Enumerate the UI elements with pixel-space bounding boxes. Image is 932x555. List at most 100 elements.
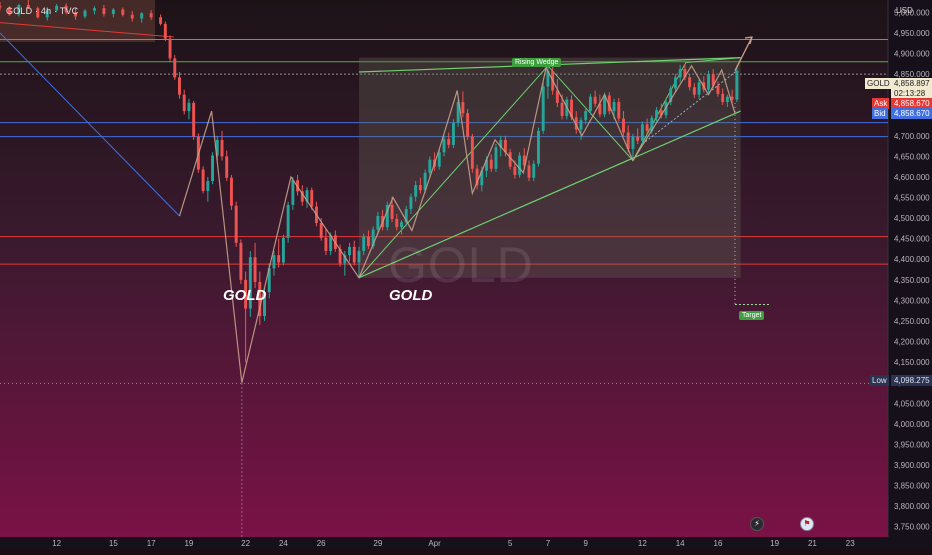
candle-body-122 bbox=[655, 110, 659, 118]
time-axis-layer: 12 15 17 19 22 24 26 29 Apr 5 7 9 12 14 16 19 21 23 bbox=[52, 539, 855, 548]
candle-body-62 bbox=[371, 229, 375, 247]
candle-body-22 bbox=[182, 94, 186, 112]
swing-path-line bbox=[178, 64, 736, 383]
candle-body-74 bbox=[428, 159, 432, 173]
candle-body-83 bbox=[470, 136, 474, 169]
rising-wedge-label[interactable]: Rising Wedge bbox=[512, 58, 562, 67]
price-tick-label: 4,300.000 bbox=[894, 296, 930, 305]
price-tick-label: 4,350.000 bbox=[894, 276, 930, 285]
candle-body-0 bbox=[0, 6, 2, 8]
time-tick-label: 24 bbox=[279, 539, 288, 548]
time-tick-label: 22 bbox=[241, 539, 250, 548]
candle-body-80 bbox=[456, 102, 460, 123]
currency-label: USD bbox=[896, 6, 913, 15]
candle-body-68 bbox=[400, 222, 403, 228]
rising-wedge-layer bbox=[358, 57, 741, 279]
flag-us-icon[interactable]: ⚑ bbox=[800, 517, 814, 531]
candle-body-95 bbox=[527, 165, 531, 178]
candle-body-65 bbox=[385, 204, 389, 228]
candle-body-91 bbox=[508, 152, 512, 167]
candle-body-86 bbox=[485, 159, 488, 171]
candle-body-57 bbox=[348, 246, 351, 256]
time-tick-label: 16 bbox=[714, 539, 723, 548]
candle-body-131 bbox=[697, 82, 701, 95]
candle-body-137 bbox=[725, 96, 729, 103]
candle-body-128 bbox=[683, 69, 687, 78]
price-tick-label: 4,850.000 bbox=[894, 70, 930, 79]
candle-body-56 bbox=[343, 255, 347, 264]
candle-body-130 bbox=[692, 87, 696, 95]
projection-arrow-head bbox=[744, 36, 753, 45]
candle-body-116 bbox=[626, 132, 630, 149]
wedge-shaded-box bbox=[358, 57, 741, 278]
candle-body-7 bbox=[64, 5, 68, 13]
candle-body-47 bbox=[300, 191, 304, 202]
time-tick-label: 15 bbox=[109, 539, 118, 548]
price-tick-label: 4,650.000 bbox=[894, 152, 930, 161]
price-tick-label: 3,900.000 bbox=[894, 461, 930, 470]
candle-body-34 bbox=[239, 242, 243, 280]
candle-body-38 bbox=[258, 281, 262, 317]
candle-body-43 bbox=[281, 237, 285, 263]
bid-label: Bid bbox=[872, 108, 888, 119]
price-tick-label: 4,600.000 bbox=[894, 173, 930, 182]
candle-body-101 bbox=[555, 90, 559, 103]
candle-body-21 bbox=[178, 77, 181, 95]
candle-body-121 bbox=[650, 117, 654, 131]
lightning-icon[interactable]: ⚡ bbox=[750, 517, 764, 531]
candle-body-109 bbox=[593, 96, 597, 104]
candle-body-14 bbox=[130, 14, 134, 19]
candle-body-12 bbox=[111, 9, 115, 14]
symbol-price-tag: GOLD bbox=[865, 78, 892, 89]
price-tick-label: 3,950.000 bbox=[894, 440, 930, 449]
price-tick-label: 4,150.000 bbox=[894, 358, 930, 367]
gold-annotation-left: GOLD bbox=[223, 287, 267, 304]
candle-body-78 bbox=[447, 139, 451, 145]
time-tick-label: 5 bbox=[508, 539, 513, 548]
candle-body-79 bbox=[451, 122, 455, 145]
candle-body-88 bbox=[494, 147, 498, 169]
target-label[interactable]: Target bbox=[739, 311, 765, 320]
price-tick-label: 4,700.000 bbox=[894, 132, 930, 141]
candle-body-125 bbox=[669, 88, 673, 103]
candle-body-42 bbox=[277, 255, 281, 263]
candle-body-13 bbox=[121, 9, 125, 15]
symbol-watermark: GOLD bbox=[388, 237, 534, 293]
candle-body-113 bbox=[612, 102, 616, 112]
candle-body-112 bbox=[607, 95, 611, 112]
candle-body-111 bbox=[603, 95, 607, 115]
candle-body-18 bbox=[163, 23, 167, 39]
candle-body-77 bbox=[442, 139, 446, 153]
candle-body-73 bbox=[423, 172, 427, 191]
time-tick-label: 14 bbox=[676, 539, 685, 548]
candle-body-70 bbox=[409, 196, 413, 210]
candle-body-28 bbox=[211, 155, 215, 182]
time-axis-panel bbox=[0, 537, 888, 550]
candle-body-134 bbox=[711, 74, 715, 86]
candle-body-39 bbox=[263, 292, 266, 317]
ask-price-tag: 4,858.670 bbox=[891, 98, 932, 109]
candle-body-8 bbox=[74, 12, 78, 17]
candle-body-33 bbox=[234, 205, 238, 243]
candle-body-69 bbox=[404, 209, 408, 223]
time-tick-label: 17 bbox=[147, 539, 156, 548]
candle-body-45 bbox=[291, 180, 295, 205]
price-tick-label: 4,950.000 bbox=[894, 29, 930, 38]
projection-path-layer bbox=[178, 36, 769, 537]
candle-body-59 bbox=[357, 251, 361, 263]
candle-body-87 bbox=[489, 159, 493, 169]
candle-body-58 bbox=[352, 246, 356, 263]
candle-body-98 bbox=[541, 86, 545, 131]
candle-body-51 bbox=[319, 223, 323, 238]
candle-body-84 bbox=[475, 168, 479, 186]
candle-body-133 bbox=[707, 74, 710, 90]
candle-body-32 bbox=[229, 177, 233, 206]
candle-body-99 bbox=[546, 70, 550, 87]
candle-body-66 bbox=[390, 204, 394, 219]
time-tick-label: 26 bbox=[317, 539, 326, 548]
candle-body-27 bbox=[206, 181, 210, 191]
wedge-lower-line bbox=[358, 110, 741, 279]
candle-body-1 bbox=[7, 7, 11, 15]
